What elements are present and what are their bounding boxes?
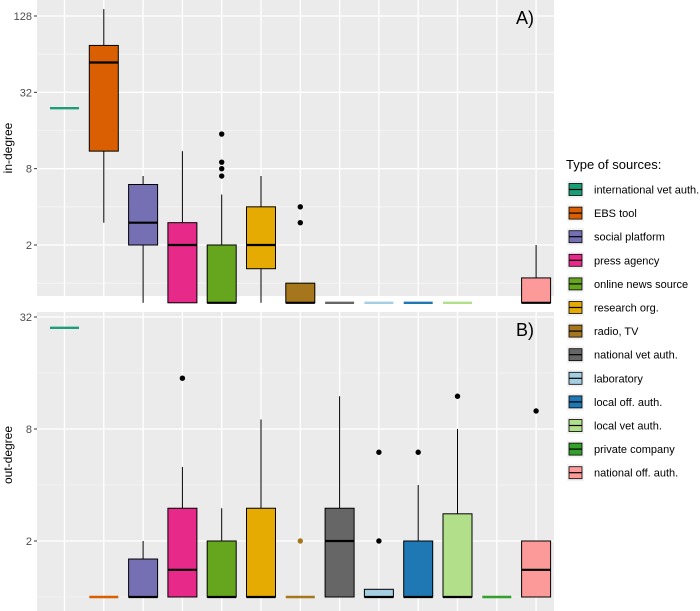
box-body	[285, 282, 316, 304]
legend-label: press agency	[594, 255, 660, 267]
legend-item: online news source	[567, 275, 688, 293]
legend-label: national off. auth.	[594, 468, 678, 480]
outlier-point	[533, 408, 539, 414]
legend-label: social platform	[594, 232, 665, 244]
box-body	[167, 222, 198, 304]
legend-label: private company	[594, 444, 675, 456]
outlier-point	[219, 159, 225, 165]
legend-item: local vet auth.	[567, 417, 662, 434]
box-body	[403, 540, 434, 598]
box-body	[246, 206, 276, 270]
legend-label: EBS tool	[594, 208, 637, 220]
outlier-point	[219, 131, 225, 137]
legend-item: local off. auth.	[567, 393, 662, 411]
box-press-agency	[167, 151, 198, 304]
legend-label: online news source	[594, 279, 688, 291]
legend-label: laboratory	[594, 373, 643, 385]
box-body	[128, 184, 159, 246]
outlier-point	[297, 538, 303, 544]
panel-b-tag: B)	[516, 320, 534, 340]
panel-a-y-axis-label: in-degree	[1, 122, 15, 173]
y-tick-label: 128	[14, 11, 32, 23]
outlier-point	[179, 375, 186, 381]
legend-item: national vet auth.	[567, 346, 678, 364]
y-tick-label: 2	[26, 536, 32, 548]
panel-a-in-degree: 2 8 32 128 A) in-degree	[1, 0, 554, 305]
panel-b-y-axis-label: out-degree	[1, 426, 15, 484]
outlier-point	[376, 449, 382, 455]
box-research-org-	[246, 419, 276, 599]
box-body	[363, 588, 394, 598]
legend: Type of sources: international vet auth.…	[566, 157, 699, 482]
box-body	[167, 507, 198, 598]
box-body	[521, 277, 552, 304]
legend-item: private company	[567, 440, 675, 458]
box-body	[206, 244, 237, 304]
box-body	[246, 507, 276, 598]
box-body	[442, 513, 473, 598]
legend-label: research org.	[594, 303, 659, 315]
legend-item: research org.	[567, 299, 659, 316]
outlier-point	[219, 173, 225, 179]
legend-item: radio, TV	[567, 322, 639, 340]
box-body	[206, 540, 237, 598]
box-press-agency	[167, 375, 198, 598]
box-national-off-auth-	[521, 408, 552, 598]
box-research-org-	[246, 176, 276, 303]
legend-item: laboratory	[567, 369, 643, 387]
panel-a-tag: A)	[516, 8, 534, 28]
box-laboratory	[363, 449, 394, 599]
legend-item: EBS tool	[567, 204, 637, 222]
outlier-point	[297, 204, 303, 210]
outlier-point	[376, 538, 382, 544]
box-local-vet-auth-	[442, 393, 473, 599]
box-body	[324, 507, 355, 598]
legend-label: national vet auth.	[594, 350, 678, 362]
box-online-news-source	[206, 508, 237, 599]
outlier-point	[219, 165, 225, 172]
box-radio-tv	[285, 204, 316, 304]
legend-item: press agency	[567, 251, 660, 269]
outlier-point	[454, 393, 461, 399]
legend-label: international vet auth.	[594, 185, 699, 197]
box-body	[128, 558, 159, 598]
box-body	[88, 44, 119, 152]
panel-a-background	[37, 0, 554, 296]
y-tick-label: 8	[26, 424, 32, 436]
box-radio-tv	[285, 538, 315, 599]
legend-item: national off. auth.	[567, 464, 678, 482]
panel-b-background	[37, 312, 554, 611]
box-ebs-tool	[88, 9, 119, 223]
panel-b-out-degree: 2 8 32 B) out-degree	[1, 312, 554, 611]
y-tick-label: 32	[20, 312, 32, 324]
legend-label: local off. auth.	[594, 397, 662, 409]
y-tick-label: 2	[26, 240, 32, 252]
outlier-point	[297, 219, 303, 226]
outlier-point	[415, 449, 421, 455]
legend-label: local vet auth.	[594, 421, 662, 433]
legend-label: radio, TV	[594, 326, 639, 338]
legend-item: international vet auth.	[567, 181, 699, 198]
y-tick-label: 8	[26, 164, 32, 176]
box-local-off-auth-	[403, 449, 434, 599]
box-national-vet-auth-	[324, 396, 355, 598]
legend-item: social platform	[567, 228, 665, 246]
box-online-news-source	[206, 131, 237, 304]
box-social-platform	[128, 176, 159, 303]
box-national-off-auth-	[521, 245, 552, 304]
box-social-platform	[128, 541, 159, 599]
legend-title: Type of sources:	[566, 157, 661, 172]
y-tick-label: 32	[20, 87, 32, 99]
